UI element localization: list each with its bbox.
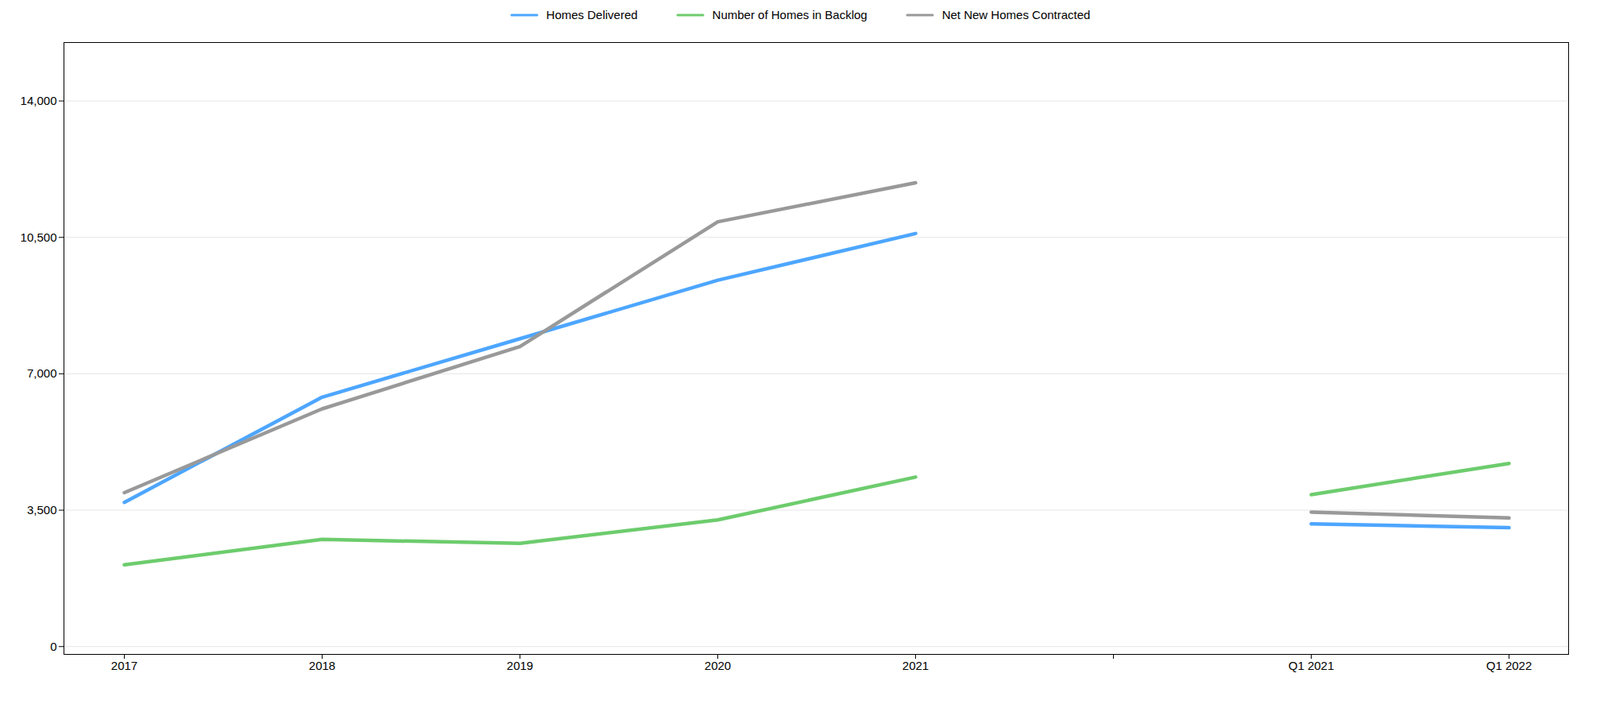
svg-text:2019: 2019	[506, 658, 534, 673]
svg-text:10,500: 10,500	[20, 230, 58, 244]
svg-text:2017: 2017	[111, 658, 138, 673]
html-text:Net New Homes Contracted: Net New Homes Contracted	[941, 7, 1091, 22]
html-text:Homes Delivered: Homes Delivered	[546, 7, 638, 22]
svg-text:Q1 2022: Q1 2022	[1486, 658, 1533, 673]
svg-text:0: 0	[50, 638, 57, 653]
svg-text:2020: 2020	[704, 658, 731, 673]
svg-text:2018: 2018	[309, 658, 336, 673]
svg-text:2021: 2021	[902, 658, 929, 673]
svg-text:3,500: 3,500	[27, 502, 58, 517]
svg-text:Q1 2021: Q1 2021	[1288, 658, 1335, 673]
svg-text:14,000: 14,000	[20, 93, 58, 108]
svg-text:7,000: 7,000	[27, 366, 58, 380]
html-text:Number of Homes in Backlog: Number of Homes in Backlog	[712, 7, 868, 22]
